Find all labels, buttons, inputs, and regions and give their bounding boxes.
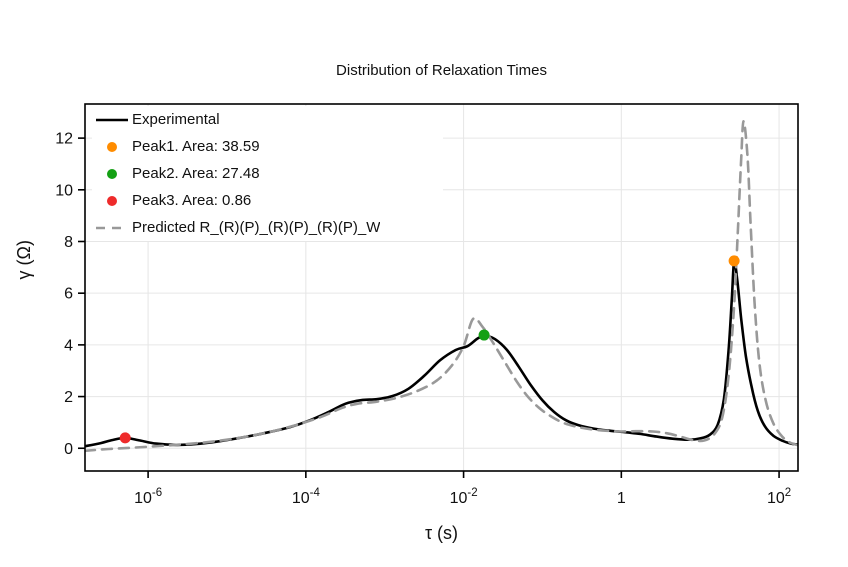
y-tick-label: 2	[64, 389, 73, 406]
peak3-marker	[119, 432, 131, 444]
legend-label: Experimental	[132, 111, 220, 128]
experimental-curve	[85, 259, 798, 448]
y-tick-label: 0	[64, 441, 73, 458]
legend-item-predicted: Predicted R_(R)(P)_(R)(P)_(R)(P)_W	[92, 214, 443, 241]
legend-dot-icon	[92, 140, 132, 154]
x-tick-label: 10-4	[292, 487, 321, 507]
x-tick-label: 1	[617, 490, 626, 507]
legend-label: Peak1. Area: 38.59	[132, 138, 260, 155]
plot-frame	[84, 103, 799, 472]
y-tick-label: 8	[64, 234, 73, 251]
legend: Experimental Peak1. Area: 38.59 Peak2. Are…	[92, 106, 443, 241]
legend-line-icon	[92, 113, 132, 127]
legend-item-experimental: Experimental	[92, 106, 443, 133]
peak2-marker	[478, 329, 490, 341]
x-tick-label: 10-6	[134, 487, 162, 507]
chart-title: Distribution of Relaxation Times	[336, 62, 547, 79]
y-tick-label: 10	[55, 182, 73, 199]
y-tick-label: 12	[55, 131, 73, 148]
x-axis-label: τ (s)	[424, 523, 459, 543]
legend-label: Predicted R_(R)(P)_(R)(P)_(R)(P)_W	[132, 219, 381, 236]
legend-label: Peak2. Area: 27.48	[132, 165, 260, 182]
legend-dashed-line-icon	[92, 221, 132, 235]
legend-dot-icon	[92, 194, 132, 208]
legend-item-peak1: Peak1. Area: 38.59	[92, 133, 443, 160]
peak1-marker	[728, 255, 740, 267]
legend-label: Peak3. Area: 0.86	[132, 192, 252, 209]
legend-dot-icon	[92, 167, 132, 181]
x-tick-label: 102	[767, 487, 791, 507]
predicted-curve	[85, 119, 798, 453]
legend-item-peak3: Peak3. Area: 0.86	[92, 187, 443, 214]
y-tick-label: 4	[64, 337, 73, 354]
y-tick-label: 6	[64, 286, 73, 303]
legend-item-peak2: Peak2. Area: 27.48	[92, 160, 443, 187]
x-tick-label: 10-2	[450, 487, 478, 507]
